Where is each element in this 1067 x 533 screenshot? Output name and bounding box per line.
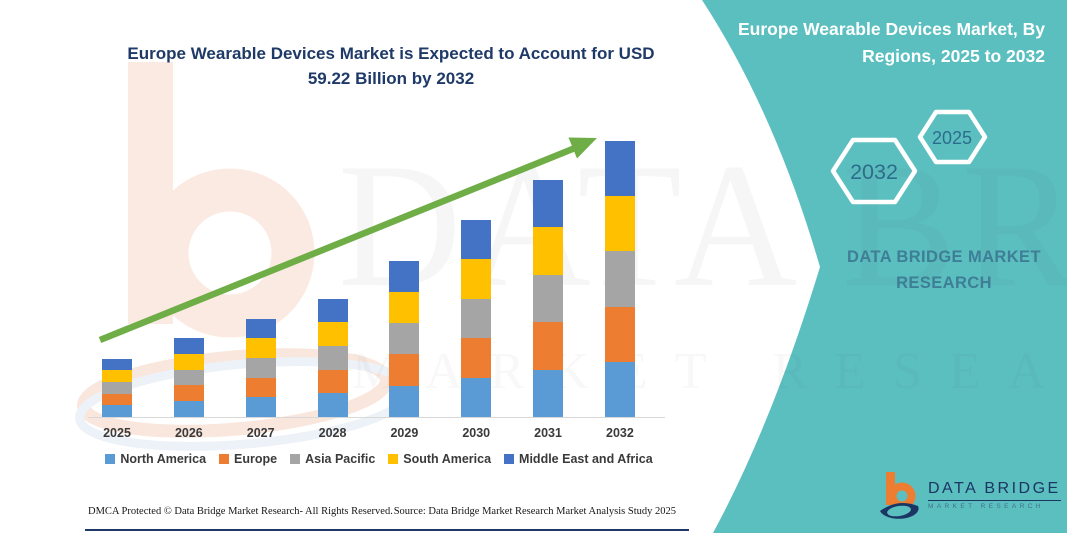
bar-segment-2032-south-america: [604, 196, 635, 252]
panel-title-line2: Regions, 2025 to 2032: [862, 46, 1045, 67]
hexagon-2032-label: 2032: [850, 160, 898, 184]
logo-b-icon: [880, 472, 919, 519]
legend-label: South America: [403, 452, 492, 466]
bar-2031: 2031: [533, 137, 564, 440]
footer-source-text: Source: Data Bridge Market Research Mark…: [393, 506, 676, 517]
x-axis-label-2031: 2031: [534, 426, 562, 440]
logo-subtext: MARKET RESEARCH: [928, 503, 1044, 510]
x-axis-label-2027: 2027: [246, 426, 275, 440]
bar-segment-2030-middle-east-and-africa: [461, 219, 492, 259]
bar-2032: 2032: [604, 137, 635, 440]
legend-label: Europe: [234, 452, 278, 466]
legend-item-asia-pacific: Asia Pacific: [290, 452, 375, 466]
bar-segment-2026-north-america: [173, 401, 204, 417]
x-axis-line: [88, 417, 665, 418]
legend-marker-icon: [504, 454, 515, 464]
bar-segment-2031-europe: [533, 322, 564, 370]
legend-marker-icon: [105, 454, 116, 464]
bar-2030: 2030: [461, 137, 492, 440]
bar-segment-2029-asia-pacific: [389, 323, 420, 355]
year-hexagons: 2025 2032: [830, 109, 988, 205]
panel-brand-text: DATA BRIDGE MARKET RESEARCH: [838, 244, 1050, 297]
chart-legend: North America Europe Asia Pacific South Ame…: [88, 452, 670, 466]
bar-segment-2027-north-america: [245, 397, 276, 417]
bar-segment-2031-middle-east-and-africa: [533, 180, 564, 228]
bar-segment-2027-asia-pacific: [245, 357, 276, 378]
bar-segment-2032-europe: [604, 306, 635, 362]
logo-text-block: DATA BRIDGE MARKET RESEARCH: [928, 480, 1061, 510]
x-axis-label-2030: 2030: [462, 426, 491, 440]
bar-segment-2032-middle-east-and-africa: [604, 141, 635, 197]
brand-line1: DATA BRIDGE MARKET: [847, 248, 1041, 266]
x-axis-label-2028: 2028: [318, 426, 347, 440]
bar-segment-2025-north-america: [102, 405, 132, 417]
bar-segment-2025-middle-east-and-africa: [102, 358, 132, 371]
bar-segment-2028-asia-pacific: [317, 345, 348, 370]
bar-segment-2028-south-america: [317, 322, 348, 346]
brand-line2: RESEARCH: [896, 274, 992, 293]
bar-segment-2030-south-america: [461, 259, 492, 299]
legend-marker-icon: [219, 454, 230, 464]
bar-segment-2026-europe: [173, 385, 204, 402]
bar-segment-2030-asia-pacific: [461, 298, 492, 338]
footer-dmca-text: DMCA Protected © Data Bridge Market Rese…: [88, 506, 393, 517]
legend-item-middle-east-and-africa: Middle East and Africa: [504, 452, 653, 466]
panel-title-line1: Europe Wearable Devices Market, By: [737, 19, 1045, 39]
bar-segment-2029-north-america: [389, 385, 420, 417]
bar-segment-2028-middle-east-and-africa: [317, 298, 348, 323]
growth-trend-arrow: [98, 137, 597, 344]
x-axis-label-2032: 2032: [606, 426, 634, 440]
bar-segment-2028-europe: [317, 369, 348, 394]
company-logo: DATA BRIDGE MARKET RESEARCH: [878, 470, 1061, 520]
chart-title: Europe Wearable Devices Market is Expect…: [127, 44, 655, 88]
bar-segment-2025-europe: [102, 393, 132, 406]
x-axis-label-2025: 2025: [103, 426, 131, 440]
hexagon-2025-label: 2025: [932, 128, 972, 148]
legend-marker-icon: [290, 454, 301, 464]
bar-segment-2028-north-america: [317, 393, 348, 417]
panel-title: Europe Wearable Devices Market, By Regio…: [715, 16, 1045, 70]
hexagon-2032: [830, 137, 918, 205]
bar-segment-2032-asia-pacific: [604, 251, 635, 307]
bar-segment-2030-north-america: [461, 377, 492, 417]
bar-segment-2031-north-america: [533, 369, 564, 417]
legend-item-north-america: North America: [105, 452, 206, 466]
bar-segment-2027-europe: [245, 377, 276, 398]
bar-segment-2032-north-america: [604, 361, 635, 417]
bar-segment-2031-south-america: [533, 227, 564, 275]
bar-segment-2026-south-america: [173, 353, 204, 370]
legend-label: Middle East and Africa: [519, 452, 653, 466]
bar-segment-2029-europe: [389, 354, 420, 386]
bar-segment-2029-middle-east-and-africa: [389, 260, 420, 292]
bar-segment-2025-asia-pacific: [102, 381, 132, 394]
bar-segment-2030-europe: [461, 338, 492, 378]
legend-item-europe: Europe: [219, 452, 277, 466]
logo-name: DATA BRIDGE: [928, 480, 1061, 501]
legend-item-south-america: South America: [388, 452, 491, 466]
legend-label: Asia Pacific: [305, 452, 376, 466]
footer-divider-line: [85, 529, 689, 531]
footer: DMCA Protected © Data Bridge Market Rese…: [88, 506, 676, 517]
x-axis-label-2026: 2026: [174, 426, 203, 440]
hexagon-2025: [917, 109, 988, 165]
x-axis-label-2029: 2029: [390, 426, 419, 440]
bar-segment-2031-asia-pacific: [533, 274, 564, 323]
bar-segment-2026-asia-pacific: [173, 369, 204, 386]
legend-label: North America: [120, 452, 207, 466]
bar-segment-2029-south-america: [389, 291, 420, 324]
bar-segment-2025-south-america: [102, 370, 132, 382]
legend-marker-icon: [388, 454, 399, 464]
